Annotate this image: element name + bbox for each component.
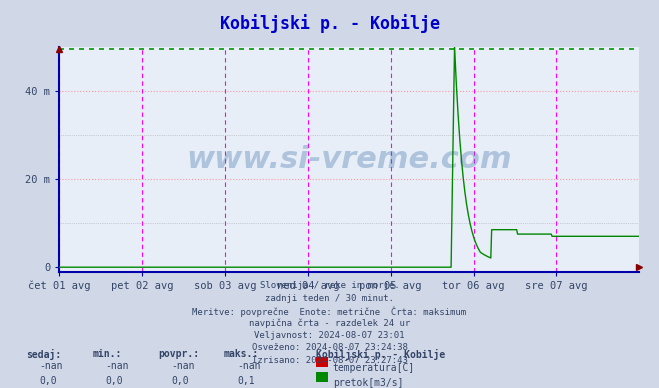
Text: Veljavnost: 2024-08-07 23:01: Veljavnost: 2024-08-07 23:01 (254, 331, 405, 340)
Text: -nan: -nan (171, 361, 195, 371)
Text: Kobiljski p. - Kobilje: Kobiljski p. - Kobilje (316, 349, 445, 360)
Text: 0,1: 0,1 (237, 376, 255, 386)
Text: pretok[m3/s]: pretok[m3/s] (333, 378, 403, 388)
Text: Osveženo: 2024-08-07 23:24:38: Osveženo: 2024-08-07 23:24:38 (252, 343, 407, 352)
Text: -nan: -nan (105, 361, 129, 371)
Text: povpr.:: povpr.: (158, 349, 199, 359)
Text: 0,0: 0,0 (105, 376, 123, 386)
Text: temperatura[C]: temperatura[C] (333, 363, 415, 373)
Text: navpična črta - razdelek 24 ur: navpična črta - razdelek 24 ur (249, 319, 410, 328)
Text: 0,0: 0,0 (171, 376, 189, 386)
Text: Izrisano: 2024-08-07 23:27:43: Izrisano: 2024-08-07 23:27:43 (252, 356, 407, 365)
Text: Slovenija / reke in morje.: Slovenija / reke in morje. (260, 281, 399, 290)
Text: min.:: min.: (92, 349, 122, 359)
Text: -nan: -nan (237, 361, 261, 371)
Text: maks.:: maks.: (224, 349, 259, 359)
Text: www.si-vreme.com: www.si-vreme.com (186, 145, 512, 173)
Text: 0,0: 0,0 (40, 376, 57, 386)
Text: -nan: -nan (40, 361, 63, 371)
Text: Meritve: povprečne  Enote: metrične  Črta: maksimum: Meritve: povprečne Enote: metrične Črta:… (192, 306, 467, 317)
Text: sedaj:: sedaj: (26, 349, 61, 360)
Text: zadnji teden / 30 minut.: zadnji teden / 30 minut. (265, 294, 394, 303)
Text: Kobiljski p. - Kobilje: Kobiljski p. - Kobilje (219, 14, 440, 33)
